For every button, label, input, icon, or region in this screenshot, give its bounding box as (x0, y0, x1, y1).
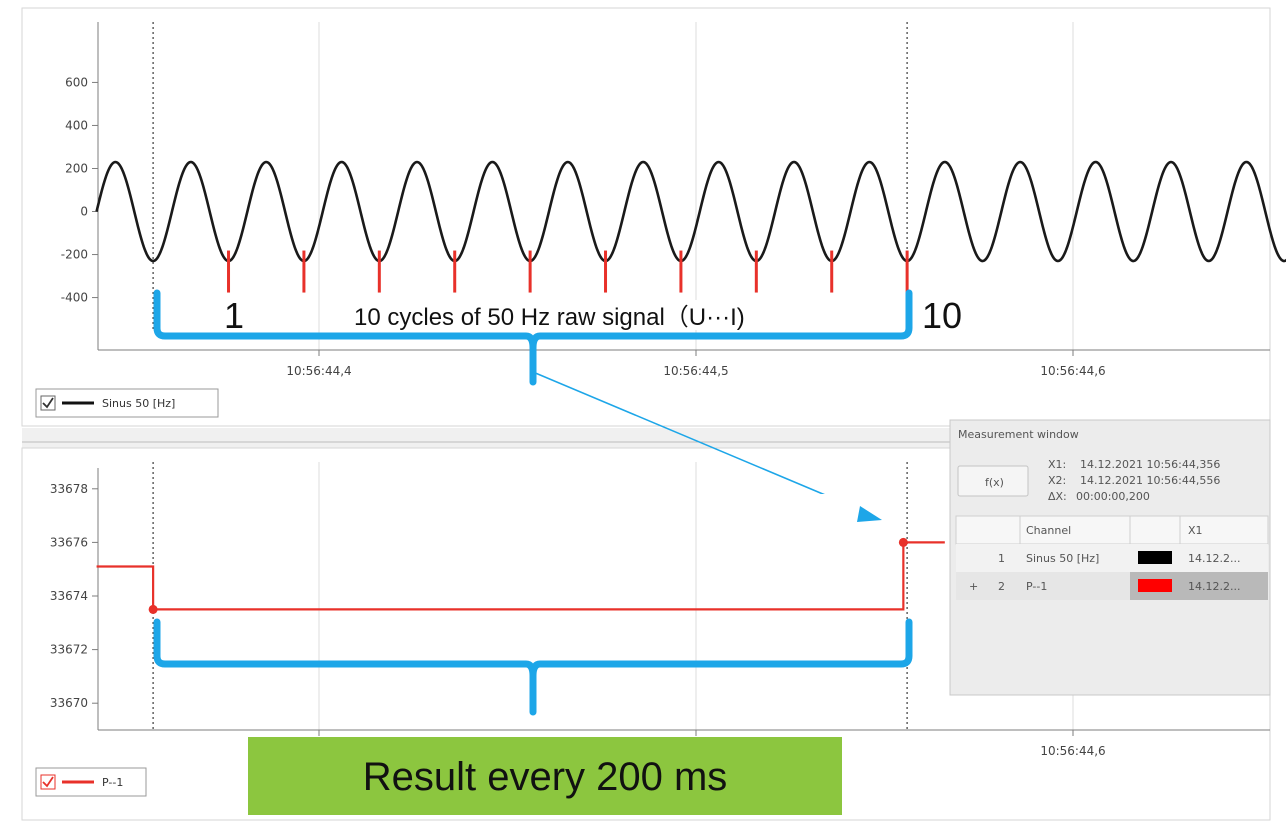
top-y-ticks: -400 -200 0 200 400 600 (61, 75, 98, 305)
y-tick-label: -200 (61, 248, 88, 262)
x2-key: X2: (1048, 474, 1066, 487)
y-tick-label: 200 (65, 161, 88, 175)
result-point (148, 604, 158, 614)
checkmark-icon (42, 397, 54, 409)
legend-p1[interactable]: P--1 (35, 767, 147, 797)
y-tick-label: 33670 (50, 696, 88, 710)
column-x1[interactable]: X1 (1188, 524, 1203, 537)
y-tick-label: -400 (61, 291, 88, 305)
fx-button-label: f(x) (985, 476, 1004, 489)
y-tick-label: 400 (65, 118, 88, 132)
x-tick-label: 10:56:44,4 (286, 364, 351, 378)
row-number: 2 (998, 580, 1005, 593)
bracket-bottom (153, 618, 913, 716)
row-x1: 14.12.2... (1188, 580, 1240, 593)
series-p1-points (148, 537, 908, 614)
top-x-ticks: 10:56:44,4 10:56:44,5 10:56:44,6 (286, 350, 1106, 378)
series-p1-line (96, 541, 945, 611)
bracket-top (153, 289, 913, 386)
column-channel[interactable]: Channel (1026, 524, 1071, 537)
row-color-swatch (1138, 551, 1172, 564)
y-tick-label: 33674 (50, 589, 88, 603)
top-chart-frame (21, 7, 1271, 427)
series-sinus-line (95, 160, 1286, 263)
table-row[interactable]: 1 Sinus 50 [Hz] 14.12.2... (956, 544, 1268, 572)
result-banner-text: Result every 200 ms (363, 755, 728, 799)
legend-sinus[interactable]: Sinus 50 [Hz] (35, 388, 219, 418)
dx-value: 00:00:00,200 (1076, 490, 1150, 503)
measurement-window[interactable]: Measurement window f(x) X1: 14.12.2021 1… (949, 419, 1271, 696)
x1-key: X1: (1048, 458, 1066, 471)
legend-p1-label: P--1 (102, 776, 123, 789)
x2-value: 14.12.2021 10:56:44,556 (1080, 474, 1220, 487)
bottom-x-ticks: 10:56:44,6 (318, 730, 1106, 758)
annotation-cycle-end: 10 (922, 295, 962, 336)
row-marker: + (969, 580, 978, 593)
dx-key: ΔX: (1048, 490, 1067, 503)
y-tick-label: 33676 (50, 535, 88, 549)
connector-arrow-bg (818, 494, 860, 544)
row-channel: Sinus 50 [Hz] (1026, 552, 1099, 565)
y-tick-label: 0 (80, 205, 88, 219)
legend-sinus-label: Sinus 50 [Hz] (102, 397, 175, 410)
x-tick-label: 10:56:44,6 (1040, 364, 1105, 378)
result-banner (248, 737, 842, 815)
y-tick-label: 33678 (50, 482, 88, 496)
annotation-label-bg (340, 300, 840, 330)
checkmark-icon (42, 776, 54, 788)
cycle-markers (227, 250, 909, 293)
bottom-y-ticks: 33670 33672 33674 33676 33678 (50, 482, 98, 710)
row-number: 1 (998, 552, 1005, 565)
top-cursors[interactable] (152, 22, 908, 332)
row-x1: 14.12.2... (1188, 552, 1240, 565)
measurement-window-title: Measurement window (958, 428, 1079, 441)
row-channel: P--1 (1026, 580, 1047, 593)
y-tick-label: 600 (65, 75, 88, 89)
x-tick-label: 10:56:44,6 (1040, 744, 1105, 758)
connector-arrow-line (532, 371, 869, 514)
y-tick-label: 33672 (50, 643, 88, 657)
table-row[interactable]: + 2 P--1 14.12.2... (956, 572, 1268, 600)
top-chart-grid (318, 22, 1074, 350)
x-tick-label: 10:56:44,5 (663, 364, 728, 378)
x1-value: 14.12.2021 10:56:44,356 (1080, 458, 1220, 471)
annotation-cycles-label: 10 cycles of 50 Hz raw signal（U···I) (354, 304, 745, 331)
channel-table: Channel X1 1 Sinus 50 [Hz] 14.12.2... + … (955, 515, 1269, 600)
result-point (898, 537, 908, 547)
annotation-cycle-start: 1 (224, 295, 244, 336)
arrow-head-icon (857, 506, 882, 522)
row-color-swatch (1138, 579, 1172, 592)
fx-button[interactable] (957, 465, 1029, 497)
